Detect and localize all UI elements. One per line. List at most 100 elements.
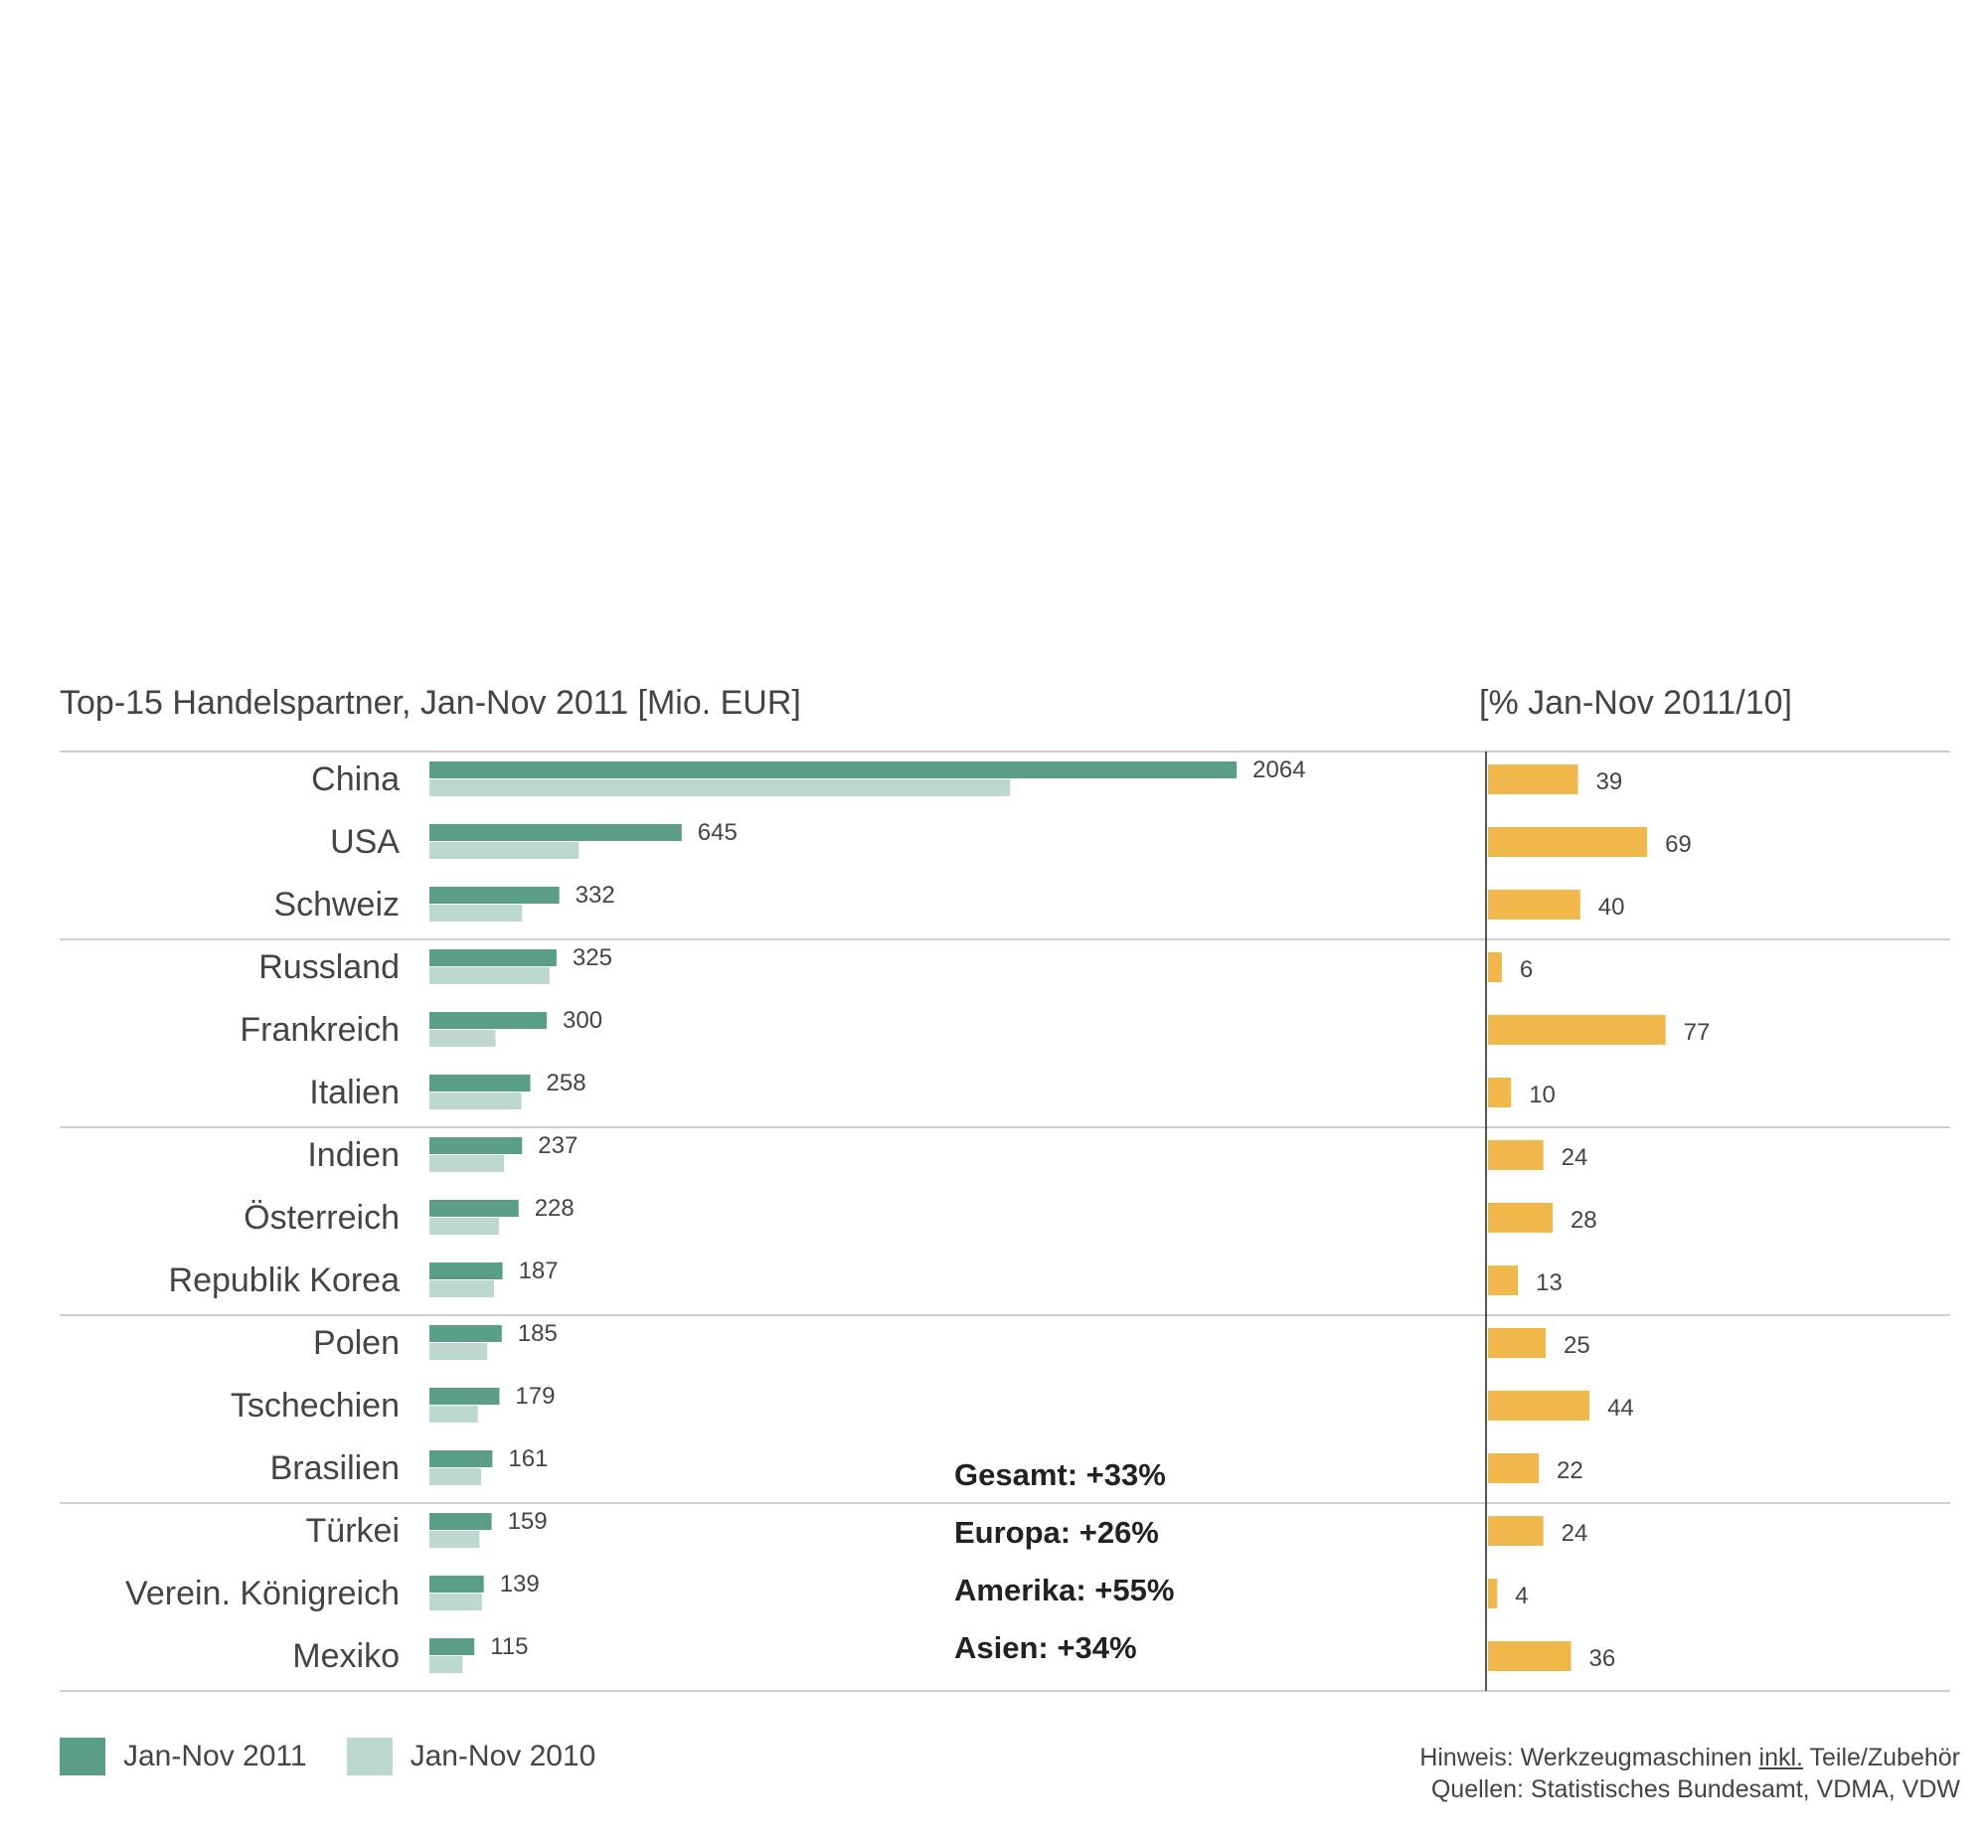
growth-bar-brasilien — [1488, 1453, 1540, 1483]
bar-2011-indien — [429, 1137, 523, 1154]
bar-2011-tschechien — [429, 1388, 500, 1405]
bar-2010-frankreich — [429, 1030, 496, 1047]
bar-2011-polen — [429, 1325, 502, 1342]
growth-bar-tschechien — [1488, 1391, 1590, 1421]
bar-2011-usa — [429, 824, 682, 841]
category-label-tschechien: Tschechien — [231, 1387, 400, 1425]
bar-2011-schweiz — [429, 887, 560, 904]
value-label-russland: 325 — [573, 944, 612, 971]
growth-label-tschechien: 44 — [1607, 1395, 1634, 1422]
growth-bar-t-rkei — [1488, 1516, 1544, 1546]
category-label-polen: Polen — [313, 1324, 400, 1362]
category-label-frankreich: Frankreich — [240, 1011, 400, 1049]
bar-2010-tschechien — [429, 1406, 478, 1423]
legend-item-2011: Jan-Nov 2011 — [60, 1738, 307, 1775]
chart-title: Top-15 Handelspartner, Jan-Nov 2011 [Mio… — [60, 684, 801, 722]
footnote-sources: Quellen: Statistisches Bundesamt, VDMA, … — [1430, 1775, 1960, 1803]
value-label-indien: 237 — [538, 1132, 578, 1159]
category-label-china: China — [311, 760, 400, 798]
value-label-italien: 258 — [547, 1070, 586, 1096]
bar-2010-china — [429, 779, 1011, 796]
category-label-brasilien: Brasilien — [270, 1449, 400, 1487]
bar-2010-republik-korea — [429, 1280, 494, 1297]
footnote-hint: Hinweis: Werkzeugmaschinen inkl. Teile/Z… — [1419, 1742, 1960, 1773]
value-label-mexiko: 115 — [490, 1633, 528, 1660]
footnote-hint-underlined: inkl. — [1758, 1744, 1804, 1771]
bar-2010-italien — [429, 1092, 522, 1109]
summary-amerika: Amerika: +55% — [954, 1573, 1175, 1607]
growth-bar-usa — [1488, 827, 1648, 857]
growth-bar-indien — [1488, 1140, 1544, 1170]
footnote-hint-text: Hinweis: Werkzeugmaschinen — [1419, 1744, 1759, 1771]
category-label-mexiko: Mexiko — [292, 1637, 400, 1675]
growth-label-polen: 25 — [1564, 1332, 1590, 1359]
category-label-schweiz: Schweiz — [273, 886, 400, 924]
category-label-republik-korea: Republik Korea — [169, 1261, 401, 1299]
footnote: Hinweis: Werkzeugmaschinen inkl. Teile/Z… — [1419, 1742, 1960, 1805]
growth-bar-schweiz — [1488, 890, 1580, 920]
category-label-italien: Italien — [309, 1074, 400, 1111]
legend-label-2010: Jan-Nov 2010 — [410, 1740, 596, 1772]
summary-asien: Asien: +34% — [954, 1630, 1137, 1665]
growth-bar-russland — [1488, 952, 1502, 982]
category-label-usa: USA — [330, 823, 400, 861]
value-label-usa: 645 — [698, 819, 738, 846]
value-label--sterreich: 228 — [535, 1195, 575, 1222]
bar-2010--sterreich — [429, 1218, 500, 1235]
category-label--sterreich: Österreich — [244, 1199, 400, 1237]
summary-stats: Gesamt: +33% Europa: +26% Amerika: +55% … — [954, 1446, 1174, 1677]
legend-swatch-2011 — [60, 1738, 105, 1775]
growth-label-schweiz: 40 — [1598, 894, 1625, 921]
growth-label-usa: 69 — [1665, 831, 1692, 858]
bar-2010-polen — [429, 1343, 488, 1360]
value-label-republik-korea: 187 — [519, 1258, 559, 1284]
bar-2011-china — [429, 761, 1238, 778]
growth-label-indien: 24 — [1562, 1144, 1588, 1171]
bar-2011-t-rkei — [429, 1513, 492, 1530]
bar-2011-republik-korea — [429, 1262, 503, 1279]
bar-2010-verein-k-nigreich — [429, 1594, 482, 1610]
value-label-t-rkei: 159 — [508, 1508, 548, 1535]
growth-label--sterreich: 28 — [1571, 1207, 1597, 1234]
growth-label-china: 39 — [1595, 768, 1622, 795]
growth-axis-title: [% Jan-Nov 2011/10] — [1479, 684, 1792, 722]
summary-gesamt: Gesamt: +33% — [954, 1457, 1166, 1492]
growth-label-brasilien: 22 — [1557, 1457, 1583, 1484]
bar-2011-mexiko — [429, 1638, 475, 1655]
bar-2011-russland — [429, 949, 557, 966]
value-label-polen: 185 — [518, 1320, 558, 1347]
growth-label-republik-korea: 13 — [1536, 1269, 1563, 1296]
bar-2011-italien — [429, 1075, 531, 1092]
growth-bar-republik-korea — [1488, 1265, 1519, 1295]
summary-europa: Europa: +26% — [954, 1515, 1159, 1550]
bar-2010-t-rkei — [429, 1531, 480, 1548]
bar-2010-russland — [429, 967, 550, 984]
category-label-russland: Russland — [258, 948, 400, 986]
growth-label-frankreich: 77 — [1684, 1019, 1711, 1046]
bar-2010-indien — [429, 1155, 505, 1172]
growth-bar-italien — [1488, 1078, 1512, 1107]
category-label-t-rkei: Türkei — [306, 1512, 400, 1550]
footnote-hint-text-end: Teile/Zubehör — [1803, 1744, 1961, 1771]
category-label-indien: Indien — [307, 1136, 400, 1174]
growth-label-verein-k-nigreich: 4 — [1515, 1583, 1528, 1609]
legend-label-2011: Jan-Nov 2011 — [123, 1740, 307, 1772]
value-label-china: 2064 — [1252, 756, 1305, 783]
legend-item-2010: Jan-Nov 2010 — [346, 1738, 596, 1775]
value-label-verein-k-nigreich: 139 — [500, 1571, 540, 1597]
growth-bar-china — [1488, 764, 1578, 794]
growth-label-russland: 6 — [1520, 956, 1533, 983]
bar-2010-brasilien — [429, 1468, 481, 1485]
bar-2011-verein-k-nigreich — [429, 1576, 484, 1593]
legend: Jan-Nov 2011 Jan-Nov 2010 — [60, 1738, 635, 1775]
growth-label-t-rkei: 24 — [1562, 1520, 1588, 1547]
category-label-verein-k-nigreich: Verein. Königreich — [125, 1575, 400, 1612]
growth-label-italien: 10 — [1529, 1082, 1556, 1108]
legend-swatch-2010 — [346, 1738, 393, 1775]
growth-bar--sterreich — [1488, 1203, 1553, 1233]
bar-2011-frankreich — [429, 1012, 548, 1029]
bar-2011-brasilien — [429, 1450, 493, 1467]
bar-2010-usa — [429, 842, 580, 859]
growth-bar-verein-k-nigreich — [1488, 1579, 1498, 1608]
value-label-schweiz: 332 — [576, 882, 615, 909]
